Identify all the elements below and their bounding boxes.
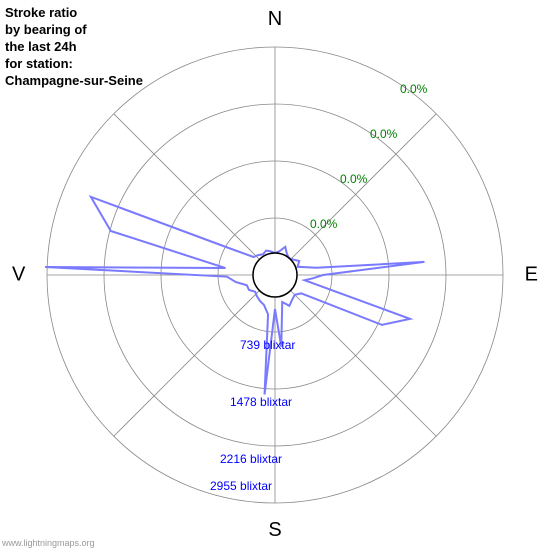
ring-blixtar-label: 739 blixtar — [240, 338, 295, 352]
compass-west: V — [12, 264, 25, 287]
ring-blixtar-label: 2216 blixtar — [220, 452, 282, 466]
chart-title: Stroke ratio by bearing of the last 24h … — [5, 5, 143, 89]
ring-percent-label: 0.0% — [370, 127, 397, 141]
polar-chart-container: Stroke ratio by bearing of the last 24h … — [0, 0, 550, 550]
ring-blixtar-label: 2955 blixtar — [210, 479, 272, 493]
compass-east: E — [525, 264, 538, 287]
ring-percent-label: 0.0% — [400, 82, 427, 96]
stroke-ratio-polygon — [45, 197, 424, 395]
ring-blixtar-label: 1478 blixtar — [230, 395, 292, 409]
compass-north: N — [268, 8, 282, 31]
inner-circle — [253, 253, 297, 297]
ring-percent-label: 0.0% — [310, 217, 337, 231]
ring-percent-label: 0.0% — [340, 172, 367, 186]
compass-south: S — [268, 519, 281, 542]
attribution-footer: www.lightningmaps.org — [2, 538, 95, 548]
